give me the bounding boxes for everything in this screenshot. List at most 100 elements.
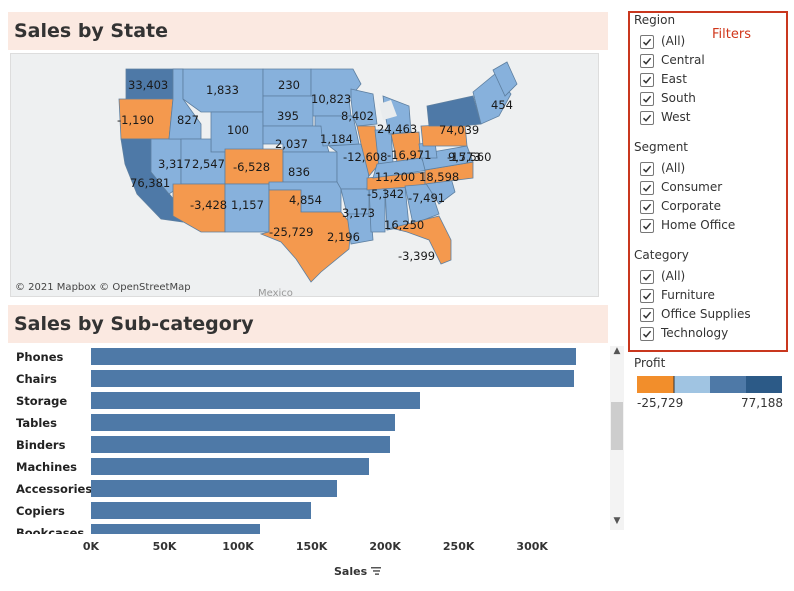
axis-tick-label: 200K (369, 540, 401, 553)
bar-row-machines[interactable]: Machines (10, 456, 610, 478)
profit-legend-step (674, 376, 710, 393)
state-map[interactable]: 33,403 -1,190 827 1,833 100 230 395 10,8… (10, 53, 599, 297)
map-label: 10,823 (311, 92, 351, 106)
map-label: 76,381 (130, 176, 170, 190)
scroll-thumb[interactable] (611, 402, 623, 450)
sort-icon[interactable] (370, 566, 382, 576)
map-label: 2,547 (192, 157, 225, 171)
bar-row-phones[interactable]: Phones (10, 346, 610, 368)
map-label: 2,037 (275, 137, 308, 151)
filter-option-label: Furniture (661, 288, 715, 302)
state-ME[interactable] (492, 61, 518, 97)
profit-legend-step (637, 376, 674, 393)
state-LA[interactable] (346, 213, 374, 245)
bar-category-label: Binders (16, 438, 66, 452)
map-label: 11,200 (375, 170, 415, 184)
profit-legend-title: Profit (634, 356, 666, 370)
checkbox-checked-icon[interactable] (640, 35, 654, 49)
profit-legend-min: -25,729 (637, 396, 684, 410)
bar-row-copiers[interactable]: Copiers (10, 500, 610, 522)
map-label: 230 (278, 78, 300, 92)
state-AZ[interactable] (172, 183, 226, 233)
bar-row-storage[interactable]: Storage (10, 390, 610, 412)
bar-bookcases[interactable] (91, 524, 260, 534)
state-NY[interactable] (426, 95, 482, 127)
checkbox-checked-icon[interactable] (640, 200, 654, 214)
map-label: 24,463 (377, 122, 417, 136)
bar-chairs[interactable] (91, 370, 574, 387)
bar-category-label: Accessories (16, 482, 93, 496)
axis-tick-label: 300K (516, 540, 548, 553)
map-label: 8,402 (341, 109, 374, 123)
bar-row-chairs[interactable]: Chairs (10, 368, 610, 390)
bar-row-binders[interactable]: Binders (10, 434, 610, 456)
map-label: 454 (491, 98, 513, 112)
checkbox-checked-icon[interactable] (640, 54, 654, 68)
bar-category-label: Tables (16, 416, 57, 430)
map-place-label: Mexico (258, 288, 293, 297)
scroll-up-arrow-icon[interactable]: ▲ (613, 346, 621, 356)
bar-accessories[interactable] (91, 480, 338, 497)
map-label: 3,173 (342, 206, 375, 220)
map-label: -25,729 (269, 225, 313, 239)
bar-machines[interactable] (91, 458, 370, 475)
map-label: 827 (177, 113, 199, 127)
map-label: 1,157 (231, 198, 264, 212)
scroll-down-arrow-icon[interactable]: ▼ (613, 516, 621, 526)
bar-row-bookcases[interactable]: Bookcases (10, 522, 610, 534)
filter-option-label: Central (661, 53, 705, 67)
subcategory-bar-chart[interactable]: Phones Chairs Storage Tables Binders Machines… (10, 346, 610, 534)
map-label: 33,403 (128, 78, 168, 92)
bar-binders[interactable] (91, 436, 391, 453)
map-label: 395 (277, 109, 299, 123)
checkbox-checked-icon[interactable] (640, 111, 654, 125)
bar-row-accessories[interactable]: Accessories (10, 478, 610, 500)
filter-option-label: Office Supplies (661, 307, 751, 321)
state-IL[interactable] (356, 125, 380, 177)
filter-option-label: West (661, 110, 691, 124)
profit-legend-step (746, 376, 782, 393)
axis-tick-label: 250K (442, 540, 475, 553)
checkbox-checked-icon[interactable] (640, 73, 654, 87)
map-label: 74,039 (439, 123, 479, 137)
bar-category-label: Copiers (16, 504, 65, 518)
map-attribution: © 2021 Mapbox © OpenStreetMap (15, 282, 191, 293)
map-label: 18,598 (419, 170, 459, 184)
sales-axis-title: Sales (334, 565, 368, 578)
checkbox-checked-icon[interactable] (640, 162, 654, 176)
sales-by-subcategory-header: Sales by Sub-category (8, 305, 608, 343)
filter-group-title-segment: Segment (634, 140, 688, 154)
map-label: -1,190 (117, 113, 154, 127)
map-label: -3,428 (190, 198, 227, 212)
sales-by-state-header: Sales by State (8, 12, 608, 50)
sales-axis: 0K 50K 100K 150K 200K 250K 300K (83, 540, 591, 556)
filter-option-label: Technology (661, 326, 729, 340)
checkbox-checked-icon[interactable] (640, 219, 654, 233)
bar-category-label: Phones (16, 350, 64, 364)
checkbox-checked-icon[interactable] (640, 327, 654, 341)
chart-scrollbar[interactable]: ▲ ▼ (610, 346, 624, 530)
bar-copiers[interactable] (91, 502, 311, 519)
bar-storage[interactable] (91, 392, 421, 409)
bar-tables[interactable] (91, 414, 396, 431)
checkbox-checked-icon[interactable] (640, 270, 654, 284)
filter-option-label: (All) (661, 269, 686, 283)
state-GA[interactable] (404, 183, 440, 225)
checkbox-checked-icon[interactable] (640, 92, 654, 106)
filter-group-title-region: Region (634, 13, 676, 27)
sales-by-state-title: Sales by State (14, 20, 168, 42)
map-label: 16,250 (384, 218, 424, 232)
map-label: -12,608 (343, 150, 387, 164)
bar-category-label: Chairs (16, 372, 57, 386)
map-label: -7,491 (408, 191, 445, 205)
state-FL[interactable] (390, 215, 452, 265)
state-TX[interactable] (259, 189, 352, 283)
checkbox-checked-icon[interactable] (640, 181, 654, 195)
checkbox-checked-icon[interactable] (640, 289, 654, 303)
filter-option-label: East (661, 72, 687, 86)
bar-phones[interactable] (91, 348, 577, 365)
filters-panel (628, 11, 788, 352)
great-lakes (379, 100, 397, 120)
bar-row-tables[interactable]: Tables (10, 412, 610, 434)
checkbox-checked-icon[interactable] (640, 308, 654, 322)
